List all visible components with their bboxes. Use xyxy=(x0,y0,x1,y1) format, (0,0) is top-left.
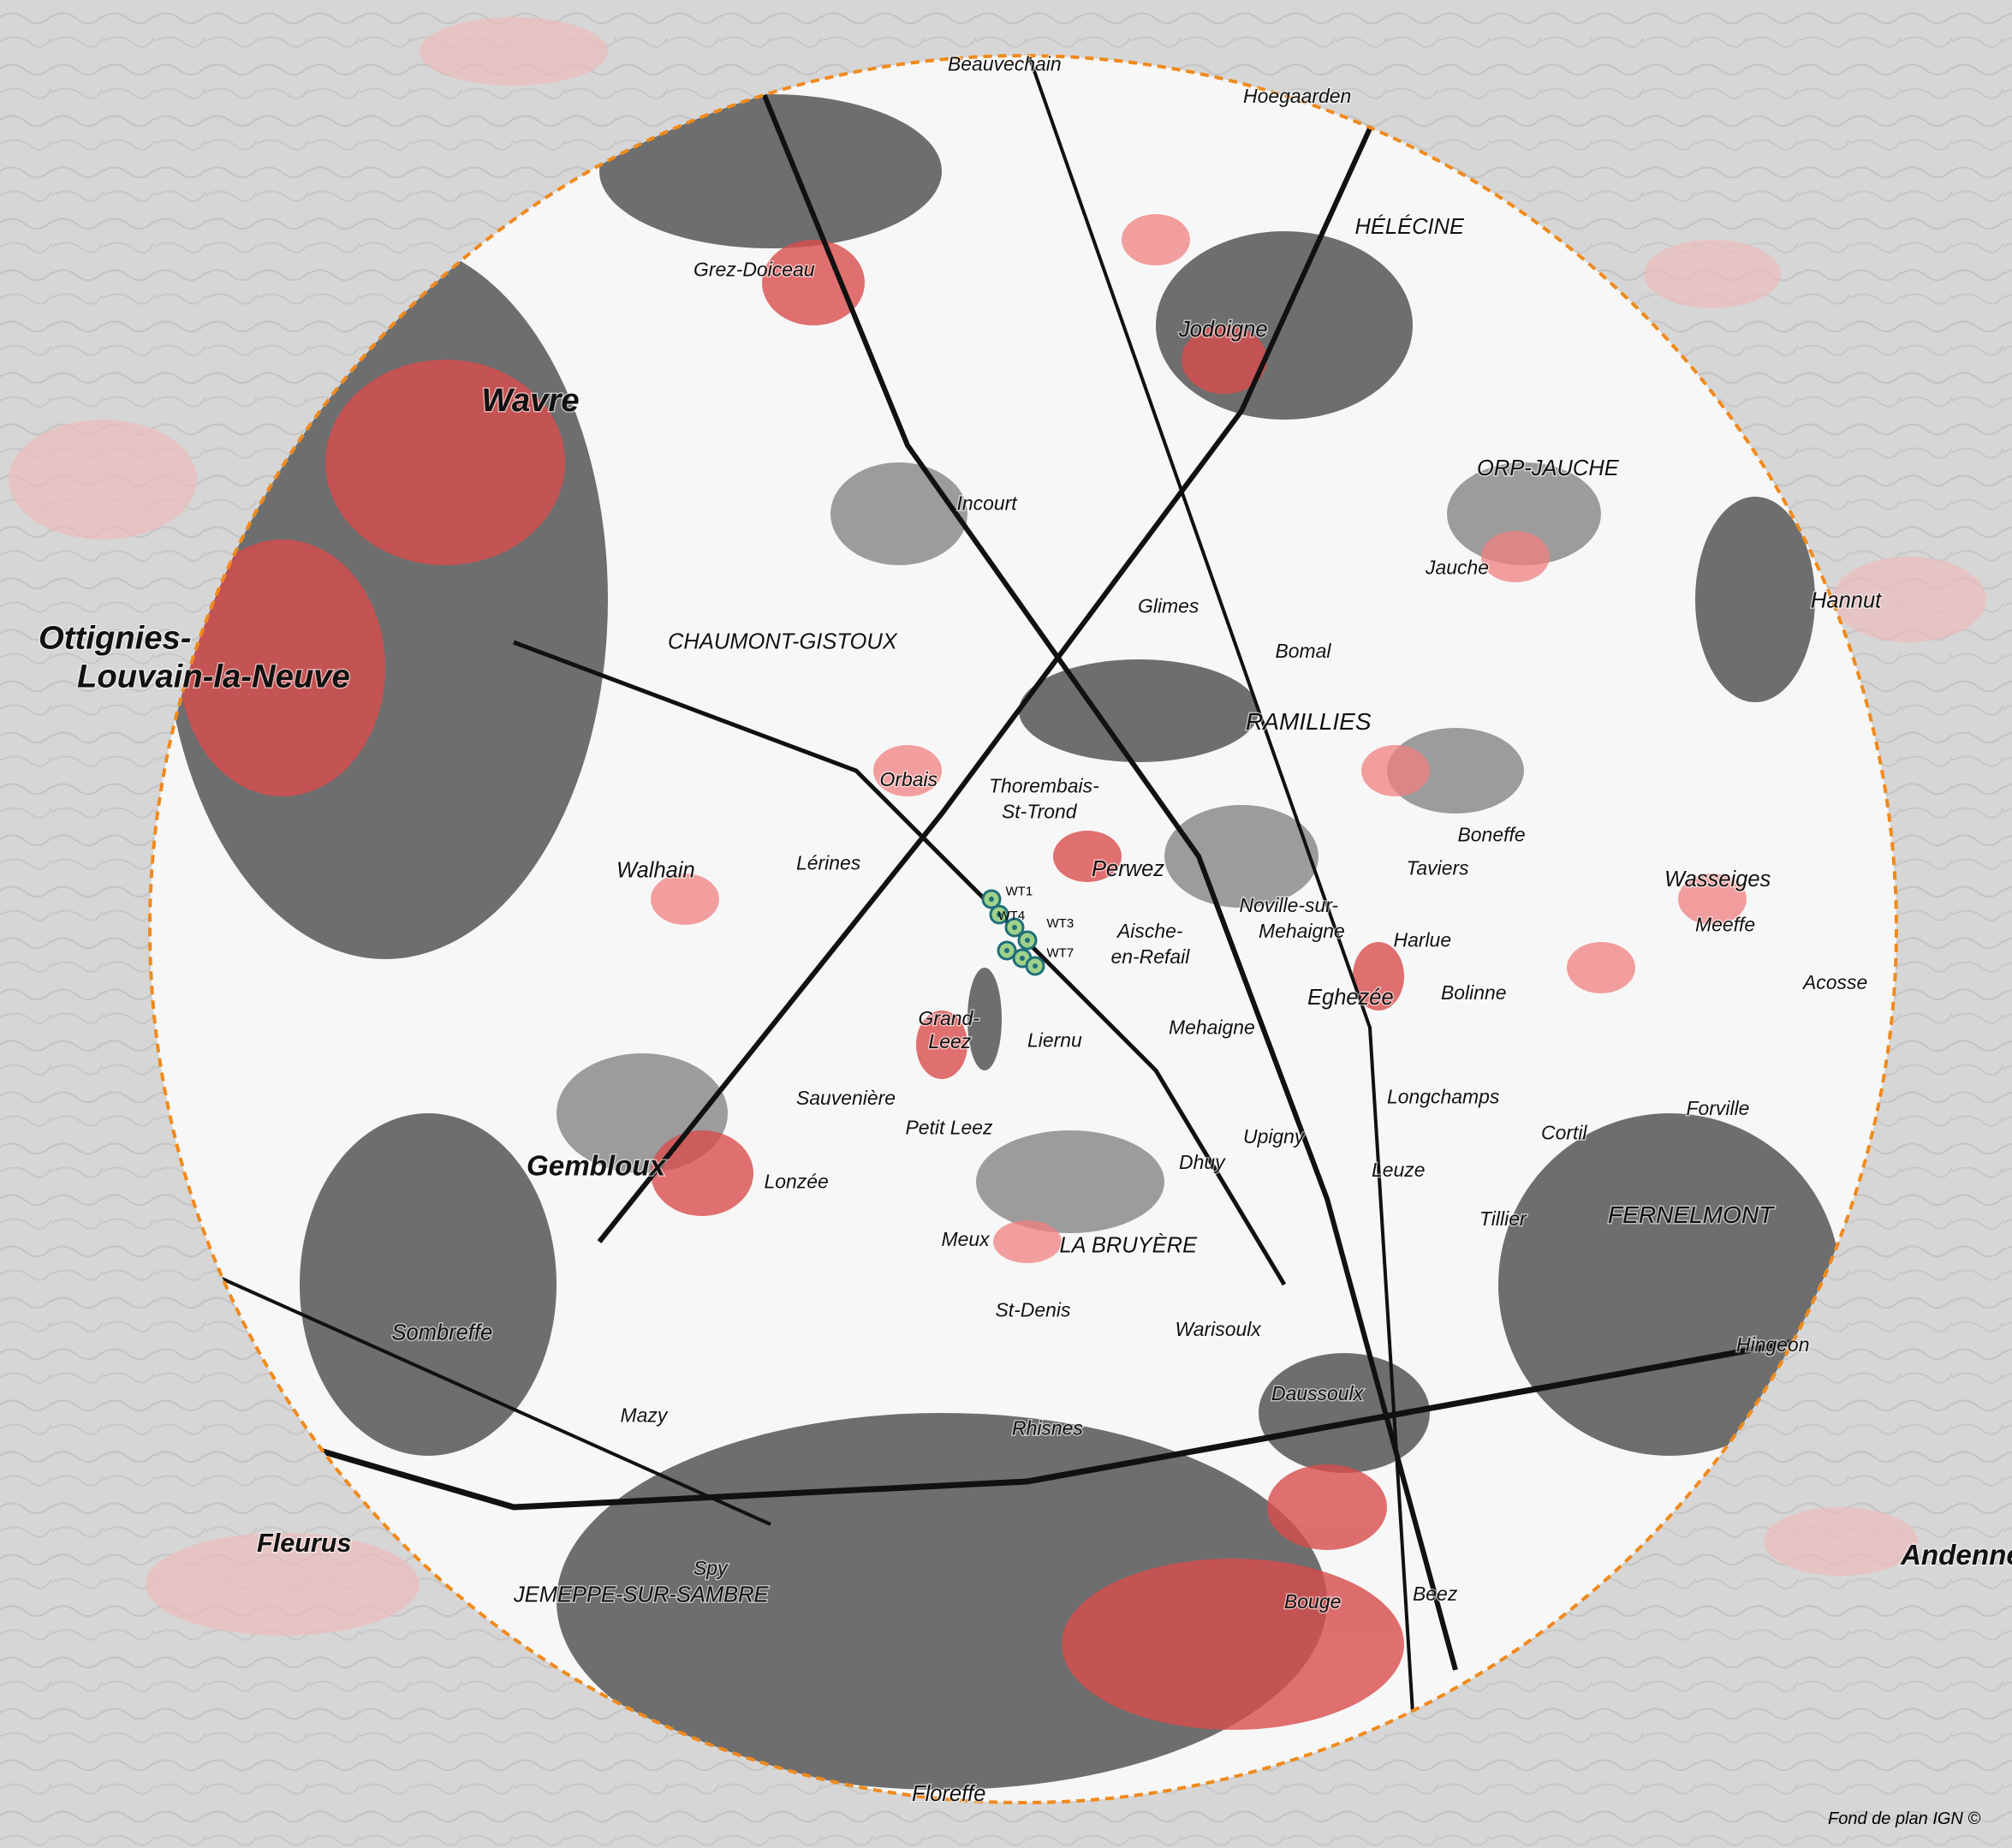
turbine-hub xyxy=(989,897,994,902)
place-label: Mehaigne xyxy=(1259,920,1345,942)
place-labels: Wavre Ottignies-Louvain-la-Neuve Gembloux C… xyxy=(38,51,2012,1808)
place-label: Tillier xyxy=(1479,1207,1527,1230)
turbine-label: WT3 xyxy=(1047,916,1074,931)
place-label: Harlue xyxy=(1394,929,1452,951)
place-label: Meux xyxy=(942,1228,991,1250)
place-label: Daussoulx xyxy=(1271,1382,1365,1404)
place-label: Cortil xyxy=(1541,1122,1587,1144)
place-label: Incourt xyxy=(957,492,1019,515)
place-label: Glimes xyxy=(1138,595,1199,617)
place-label: Sauvenière xyxy=(796,1087,896,1109)
place-label: Beauvechain xyxy=(948,53,1062,75)
place-label: Warisoulx xyxy=(1176,1318,1263,1340)
place-label: Acosse xyxy=(1801,971,1867,993)
place-label: en-Refail xyxy=(1111,945,1191,968)
place-label: Aische- xyxy=(1116,920,1183,942)
place-label: RAMILLIES xyxy=(1246,708,1372,735)
place-label: Leez xyxy=(929,1030,972,1052)
place-label: Noville-sur- xyxy=(1240,894,1339,916)
place-label: FERNELMONT xyxy=(1608,1201,1775,1228)
turbine-hub xyxy=(997,912,1002,917)
place-label: CHAUMONT-GISTOUX xyxy=(668,630,898,654)
place-label: Perwez xyxy=(1092,857,1164,881)
place-label: Petit Leez xyxy=(906,1117,994,1139)
place-label: Bomal xyxy=(1276,640,1332,662)
place-label: Bouge xyxy=(1284,1590,1341,1613)
place-label: Thorembais- xyxy=(989,775,1099,797)
place-label: Sombreffe xyxy=(392,1321,493,1345)
place-label: Jauche xyxy=(1425,557,1489,579)
place-label: Grez-Doiceau xyxy=(693,259,815,281)
place-label: Lérines xyxy=(796,852,860,874)
place-label: Wavre xyxy=(482,382,580,419)
place-label: Grand- xyxy=(919,1007,980,1029)
turbine-hub xyxy=(1020,956,1025,961)
place-label: Mazy xyxy=(621,1404,669,1427)
place-label: Longchamps xyxy=(1387,1086,1499,1108)
place-label: Hoegaarden xyxy=(1243,85,1351,107)
place-label: LA BRUYÈRE xyxy=(1060,1233,1199,1258)
place-label: Orbais xyxy=(880,768,938,790)
place-label: Beez xyxy=(1413,1583,1458,1605)
place-label: HÉLÉCINE xyxy=(1355,214,1466,239)
place-label: Gembloux xyxy=(527,1151,667,1183)
place-label: Meeffe xyxy=(1695,914,1755,936)
place-label: Wasseiges xyxy=(1664,867,1771,891)
turbine-hub xyxy=(1012,925,1017,930)
place-label: Hingeon xyxy=(1736,1333,1809,1356)
turbine-label: WT4 xyxy=(998,909,1026,923)
place-label: Mehaigne xyxy=(1169,1016,1255,1039)
place-label: Leuze xyxy=(1372,1159,1426,1181)
place-label: Ottignies- xyxy=(39,620,192,657)
place-label: Fleurus xyxy=(257,1529,352,1558)
place-label: St-Denis xyxy=(996,1299,1071,1321)
place-label: Bolinne xyxy=(1441,981,1507,1004)
turbine-label: WT1 xyxy=(1006,885,1033,899)
radius-circle xyxy=(148,54,1898,1804)
credit: Fond de plan IGN © xyxy=(1828,1809,1980,1828)
place-label: Lonzée xyxy=(765,1171,829,1193)
turbine-hub xyxy=(1025,938,1030,943)
turbine-hub xyxy=(1033,963,1038,969)
wind-turbines: WT1 WT4 WT3 WT7 xyxy=(981,885,1074,976)
place-label: Hannut xyxy=(1811,589,1882,613)
place-label: Rhisnes xyxy=(1012,1417,1083,1440)
place-label: Dhuy xyxy=(1179,1151,1226,1173)
place-label: Jodoigne xyxy=(1178,318,1268,342)
place-label: Liernu xyxy=(1027,1029,1082,1052)
outer-urban xyxy=(9,17,1986,1636)
place-label: JEMEPPE-SUR-SAMBRE xyxy=(513,1583,770,1607)
place-label: Forville xyxy=(1687,1097,1750,1119)
place-label: Floreffe xyxy=(912,1782,985,1806)
place-label: Upigny xyxy=(1243,1125,1306,1148)
turbine-label: WT7 xyxy=(1047,946,1074,961)
turbine-hub xyxy=(1004,948,1009,953)
place-label: St-Trond xyxy=(1002,801,1078,823)
place-label: Walhain xyxy=(616,859,695,883)
place-label: Louvain-la-Neuve xyxy=(77,659,350,695)
place-label: Andenne xyxy=(1900,1540,2012,1571)
place-label: ORP-JAUCHE xyxy=(1477,456,1620,480)
place-label: Boneffe xyxy=(1458,824,1526,846)
place-label: Taviers xyxy=(1407,857,1469,879)
place-label: Spy xyxy=(693,1557,729,1579)
place-label: Eghezée xyxy=(1307,986,1394,1010)
